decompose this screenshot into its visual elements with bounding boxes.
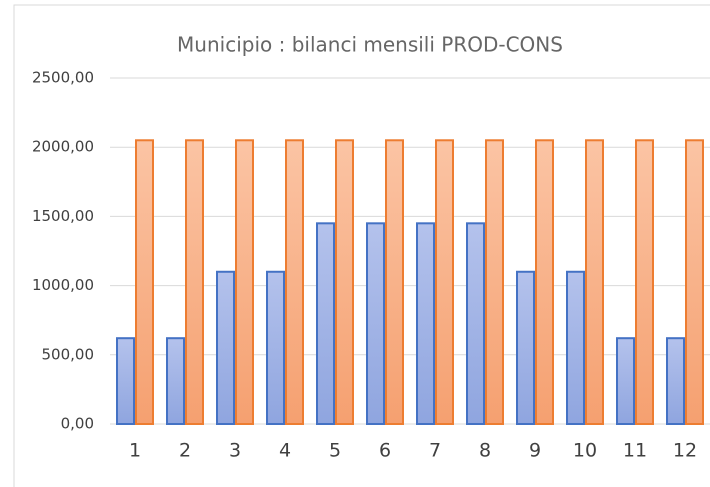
bar: [616, 337, 635, 425]
x-tick-label: 4: [279, 440, 291, 462]
bar: [516, 270, 535, 426]
bar: [666, 337, 685, 425]
chart-title: Municipio : bilanci mensili PROD-CONS: [177, 33, 563, 57]
bar: [335, 139, 354, 425]
bar: [185, 139, 204, 425]
x-tick-label: 3: [229, 440, 241, 462]
bar: [416, 222, 435, 425]
y-tick-label: 500,00: [42, 345, 95, 363]
bar: [685, 139, 704, 425]
bar: [535, 139, 554, 425]
y-tick-label: 0,00: [61, 415, 94, 433]
bar: [366, 222, 385, 425]
bar: [116, 337, 135, 425]
x-tick-label: 7: [429, 440, 441, 462]
x-tick-label: 1: [129, 440, 141, 462]
x-tick-label: 6: [379, 440, 391, 462]
x-tick-label: 9: [529, 440, 541, 462]
x-tick-label: 2: [179, 440, 191, 462]
x-tick-label: 12: [673, 440, 697, 462]
y-tick-label: 2000,00: [32, 138, 94, 156]
bar: [166, 337, 185, 425]
bar: [235, 139, 254, 425]
bar: [585, 139, 604, 425]
bar: [216, 270, 235, 426]
bar: [566, 270, 585, 426]
bar: [266, 270, 285, 426]
bar: [466, 222, 485, 425]
bar: [285, 139, 304, 425]
bar: [385, 139, 404, 425]
y-tick-label: 1000,00: [32, 276, 94, 294]
x-tick-label: 11: [623, 440, 647, 462]
bar: [316, 222, 335, 425]
y-tick-label: 2500,00: [32, 69, 94, 87]
x-tick-label: 5: [329, 440, 341, 462]
y-tick-label: 1500,00: [32, 207, 94, 225]
x-tick-label: 10: [573, 440, 597, 462]
bar: [435, 139, 454, 425]
bar: [635, 139, 654, 425]
frame: [13, 4, 710, 487]
bar: [485, 139, 504, 425]
x-tick-label: 8: [479, 440, 491, 462]
bar: [135, 139, 154, 425]
